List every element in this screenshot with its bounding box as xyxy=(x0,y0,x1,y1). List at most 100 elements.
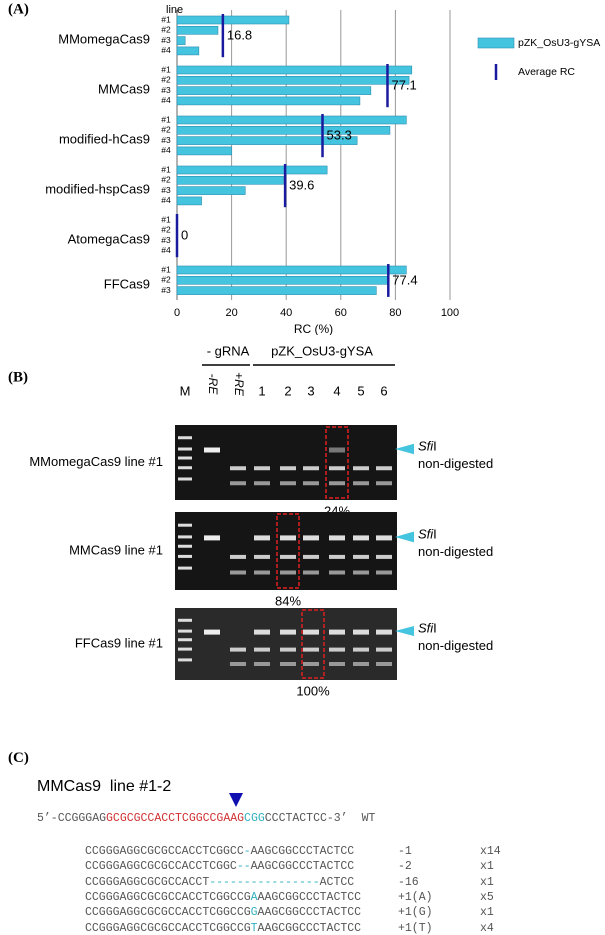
enzyme: SfiI xyxy=(418,439,437,454)
arrowhead xyxy=(395,626,414,637)
bar xyxy=(176,165,328,175)
band xyxy=(329,447,345,453)
band xyxy=(280,481,296,486)
x-tick-label: 100 xyxy=(441,307,459,319)
line-label: #2 xyxy=(161,25,171,35)
mutant-row: CCGGGAGGCGCGCCACCTCGGCCGGAAGCGGCCCTACTCC xyxy=(85,906,361,919)
band xyxy=(376,629,392,635)
seq: AAGCGGCCCTACTCC xyxy=(257,890,362,904)
band xyxy=(329,647,345,652)
marker-band xyxy=(178,456,192,460)
mutation-type: -2 xyxy=(398,860,412,874)
group-label: MMCas9 xyxy=(98,81,150,96)
bar xyxy=(176,275,388,285)
gel xyxy=(175,512,397,590)
average-label: 77.4 xyxy=(392,272,417,287)
mutant-row: CCGGGAGGCGCGCCACCT----------------ACTCC xyxy=(85,876,354,889)
seq-change: A xyxy=(250,890,258,904)
bar xyxy=(176,126,391,135)
band xyxy=(230,466,246,471)
band xyxy=(353,570,369,575)
x-tick-label: 80 xyxy=(389,307,401,319)
marker-band xyxy=(178,629,192,633)
marker-band xyxy=(178,618,192,622)
band xyxy=(254,570,270,575)
x-tick-label: 60 xyxy=(335,307,347,319)
mutant-row: CCGGGAGGCGCGCCACCTCGGC--AAGCGGCCCTACTCC xyxy=(85,860,354,873)
line-label: #2 xyxy=(161,225,171,235)
line-label: #2 xyxy=(161,275,171,285)
marker-band xyxy=(178,466,192,470)
seq: CCGGGAGGCGCGCCACCTCGGCCG xyxy=(85,890,251,904)
mutation-type: +1(T) xyxy=(398,921,433,935)
band xyxy=(254,466,270,471)
band xyxy=(280,466,296,471)
band xyxy=(303,647,319,652)
lane-label: 4 xyxy=(333,383,340,398)
line-label: #2 xyxy=(161,125,171,135)
band xyxy=(353,662,369,666)
wt-row: 5’-CCGGGAGGCGCGCCACCTCGGCCGAAGCGGCCCTACT… xyxy=(37,812,375,825)
lane-label: 1 xyxy=(258,383,265,398)
marker-band xyxy=(178,477,192,481)
panel-label: (B) xyxy=(8,369,28,385)
gel xyxy=(175,425,397,500)
arrowhead xyxy=(395,531,414,543)
mutant-row: CCGGGAGGCGCGCCACCTCGGCC-AAGCGGCCCTACTCC xyxy=(85,845,354,858)
band xyxy=(329,481,345,486)
bar xyxy=(176,86,372,95)
band xyxy=(353,629,369,635)
band xyxy=(329,554,345,559)
panel-label: (A) xyxy=(8,1,29,17)
group-label: FFCas9 xyxy=(104,276,150,291)
lane-label: M xyxy=(180,383,191,398)
enzyme: SfiI xyxy=(418,621,437,636)
seq-change: -- xyxy=(236,860,251,874)
line-label: #2 xyxy=(161,75,171,85)
marker-band xyxy=(178,523,192,527)
seq: CCGGGAGGCGCGCCACCTCGGCCG xyxy=(85,921,251,935)
row-label: MMCas9 line #1 xyxy=(69,542,163,557)
line-label: #4 xyxy=(161,95,171,105)
mutant-row: CCGGGAGGCGCGCCACCTCGGCCGTAAGCGGCCCTACTCC xyxy=(85,922,361,935)
lane-label: 2 xyxy=(284,383,291,398)
line-label: #3 xyxy=(161,185,171,195)
band xyxy=(376,481,392,486)
band xyxy=(329,570,345,575)
band xyxy=(303,466,319,471)
marker-band xyxy=(178,658,192,662)
bar xyxy=(176,265,407,275)
mutation-type: +1(G) xyxy=(398,906,433,920)
seq: CCGGGAGGCGCGCCACCTCGGC xyxy=(85,860,237,874)
line-label: #2 xyxy=(161,175,171,185)
seq-target: GCGCGCCACCTCGGCCGAAG xyxy=(106,812,245,825)
line-label: #3 xyxy=(161,85,171,95)
seq: AAGCGGCCCTACTCC xyxy=(250,860,355,874)
percent: 100% xyxy=(296,683,330,698)
band xyxy=(204,447,220,453)
bar xyxy=(176,25,219,35)
band xyxy=(353,647,369,652)
arrowhead xyxy=(395,443,414,455)
band xyxy=(280,535,296,541)
mutation-count: x4 xyxy=(480,921,494,935)
line-label: #3 xyxy=(161,285,171,295)
band xyxy=(254,481,270,486)
lane-label: 3 xyxy=(307,383,314,398)
mutation-count: x1 xyxy=(480,875,494,889)
row-label: MMomegaCas9 line #1 xyxy=(29,454,163,469)
cut-site xyxy=(229,793,243,807)
band xyxy=(280,662,296,666)
bar xyxy=(176,136,358,145)
cut-arrow xyxy=(229,793,243,807)
legend-label: Average RC xyxy=(518,66,575,78)
seq: AAGCGGCCCTACTCC xyxy=(257,906,362,920)
band-note: non-digested xyxy=(418,638,493,653)
bar xyxy=(176,196,202,206)
band xyxy=(303,662,319,666)
band-note: non-digested xyxy=(418,544,493,559)
average-label: 39.6 xyxy=(289,177,314,192)
band xyxy=(329,535,345,541)
